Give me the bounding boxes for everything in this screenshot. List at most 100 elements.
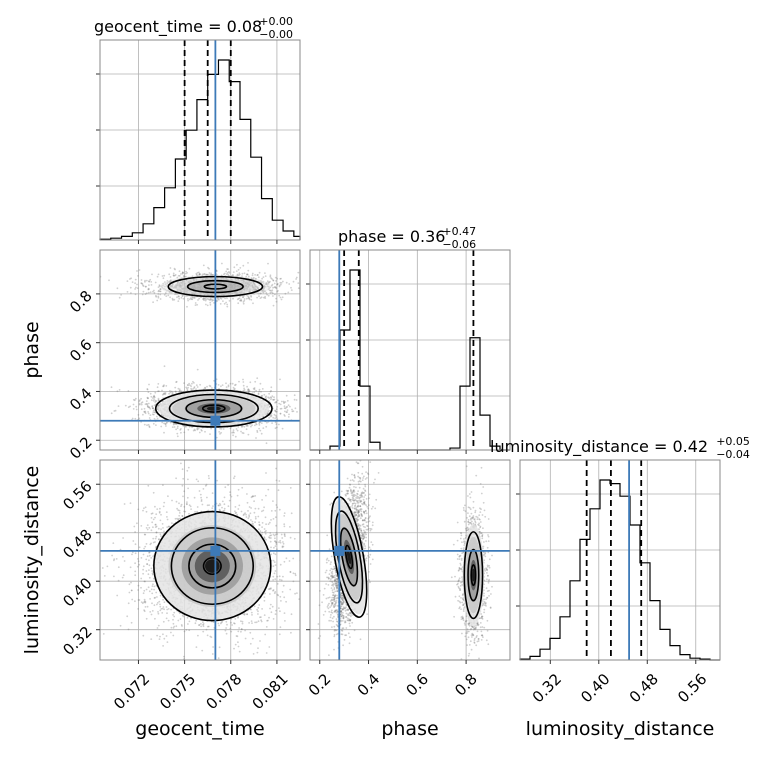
sample-point bbox=[201, 282, 204, 285]
sample-point bbox=[203, 299, 205, 301]
sample-point bbox=[219, 278, 222, 281]
sample-point bbox=[274, 410, 277, 412]
sample-point bbox=[259, 382, 262, 385]
sample-point bbox=[163, 431, 165, 434]
sample-point bbox=[273, 561, 276, 563]
sample-point bbox=[164, 392, 167, 394]
sample-point bbox=[247, 269, 250, 272]
sample-point bbox=[145, 510, 148, 513]
sample-point bbox=[201, 284, 204, 286]
sample-point bbox=[228, 292, 231, 295]
sample-point bbox=[209, 281, 212, 284]
sample-point bbox=[288, 413, 290, 416]
sample-point bbox=[263, 284, 265, 287]
sample-point bbox=[149, 278, 152, 281]
sample-point bbox=[182, 291, 185, 294]
sample-point bbox=[178, 270, 181, 273]
sample-point bbox=[252, 278, 255, 280]
sample-point bbox=[248, 280, 251, 283]
sample-point bbox=[285, 394, 288, 397]
sample-point bbox=[234, 618, 237, 620]
sample-point bbox=[247, 283, 249, 286]
sample-point bbox=[274, 276, 277, 279]
sample-point bbox=[274, 516, 277, 519]
sample-point bbox=[243, 280, 245, 282]
sample-point bbox=[150, 281, 153, 283]
sample-point bbox=[256, 274, 259, 277]
sample-point bbox=[136, 270, 138, 272]
sample-point bbox=[189, 290, 192, 292]
sample-point bbox=[301, 414, 303, 416]
sample-point bbox=[165, 511, 168, 513]
sample-point bbox=[157, 295, 160, 298]
sample-point bbox=[175, 284, 177, 286]
sample-point bbox=[144, 285, 147, 288]
sample-point bbox=[247, 296, 250, 298]
truth-marker bbox=[210, 415, 221, 426]
sample-point bbox=[184, 287, 187, 290]
sample-point bbox=[268, 392, 270, 395]
sample-point bbox=[205, 298, 208, 300]
sample-point bbox=[178, 283, 181, 285]
sample-point bbox=[113, 410, 116, 412]
sample-point bbox=[203, 273, 206, 275]
sample-point bbox=[279, 412, 282, 415]
sample-point bbox=[147, 411, 150, 413]
sample-point bbox=[201, 273, 204, 276]
sample-point bbox=[158, 399, 160, 402]
sample-point bbox=[169, 290, 172, 293]
sample-point bbox=[233, 291, 236, 294]
sample-point bbox=[194, 429, 197, 432]
sample-point bbox=[275, 410, 278, 413]
sample-point bbox=[223, 289, 226, 291]
sample-point bbox=[247, 281, 250, 284]
sample-point bbox=[234, 284, 236, 287]
sample-point bbox=[183, 490, 186, 493]
sample-point bbox=[275, 609, 277, 612]
sample-point bbox=[258, 422, 261, 425]
sample-point bbox=[283, 414, 286, 416]
sample-point bbox=[279, 403, 282, 406]
sample-point bbox=[141, 401, 144, 403]
sample-point bbox=[294, 407, 297, 410]
sample-point bbox=[153, 404, 156, 407]
sample-point bbox=[285, 281, 288, 284]
sample-point bbox=[254, 380, 257, 383]
sample-point bbox=[240, 620, 242, 623]
hist-panel-phase bbox=[306, 249, 511, 454]
sample-point bbox=[220, 277, 223, 280]
sample-point bbox=[238, 273, 241, 276]
sample-point bbox=[190, 385, 193, 388]
sample-point bbox=[196, 282, 199, 285]
sample-point bbox=[150, 284, 153, 286]
sample-point bbox=[265, 283, 267, 286]
sample-point bbox=[285, 406, 288, 409]
sample-point bbox=[147, 291, 150, 294]
sample-point bbox=[273, 398, 276, 401]
sample-point bbox=[162, 385, 164, 388]
sample-point bbox=[219, 427, 222, 430]
sample-point bbox=[147, 412, 150, 415]
sample-point bbox=[175, 286, 177, 289]
sample-point bbox=[217, 290, 220, 292]
sample-point bbox=[243, 288, 245, 291]
sample-point bbox=[174, 268, 177, 271]
sample-point bbox=[192, 297, 195, 299]
sample-point bbox=[175, 625, 178, 628]
sample-point bbox=[243, 387, 246, 390]
sample-point bbox=[180, 431, 182, 434]
sample-point bbox=[159, 290, 162, 293]
sample-point bbox=[193, 280, 196, 283]
sample-point bbox=[237, 286, 240, 288]
sample-point bbox=[268, 289, 271, 292]
sample-point bbox=[167, 294, 170, 297]
sample-point bbox=[138, 269, 141, 271]
sample-point bbox=[242, 384, 245, 387]
sample-point bbox=[224, 272, 226, 275]
sample-point bbox=[272, 304, 275, 307]
sample-point bbox=[150, 395, 153, 398]
sample-point bbox=[217, 289, 220, 292]
sample-point bbox=[275, 416, 278, 418]
sample-point bbox=[236, 285, 239, 288]
sample-point bbox=[216, 282, 219, 284]
